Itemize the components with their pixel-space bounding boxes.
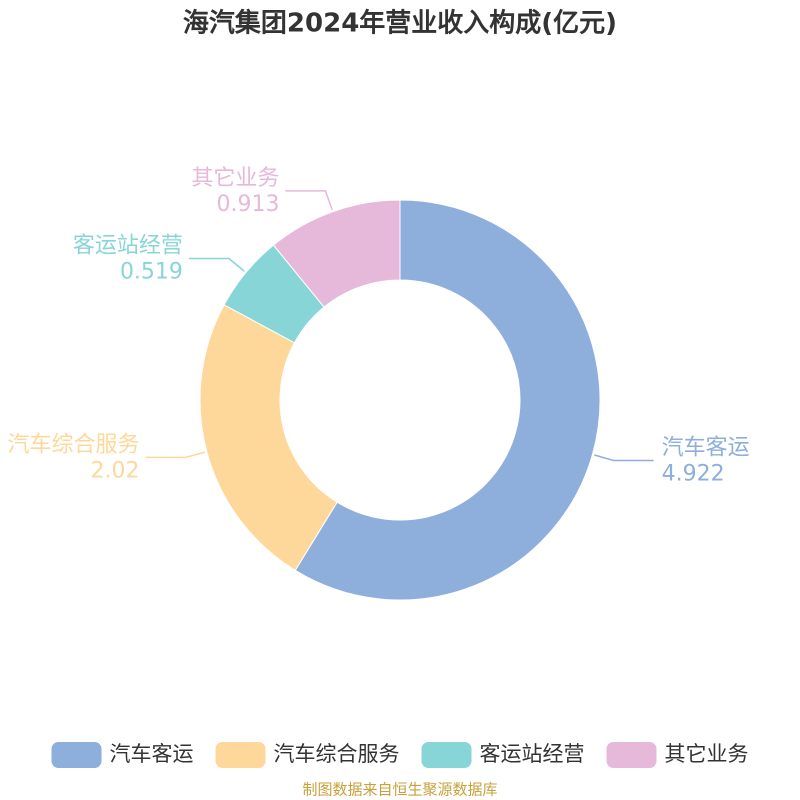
leader-line: [594, 454, 654, 462]
legend-label: 客运站经营: [480, 742, 585, 766]
slice-label: 汽车客运: [662, 435, 750, 460]
slice: [272, 199, 401, 308]
slice-label: 客运站经营: [73, 234, 183, 259]
value-label: 0.519: [120, 260, 183, 285]
value-label: 4.922: [662, 461, 725, 486]
chart-title: 海汽集团2024年营业收入构成(亿元): [183, 8, 617, 39]
slice: [294, 199, 601, 601]
source-note: 制图数据来自恒生聚源数据库: [302, 781, 497, 799]
leader-line: [145, 451, 206, 459]
slice-label: 汽车综合服务: [8, 432, 140, 457]
legend-swatch: [606, 742, 657, 768]
legend-swatch: [215, 742, 266, 768]
legend-label: 其它业务: [665, 742, 749, 766]
slice: [199, 304, 338, 572]
value-label: 0.913: [216, 192, 279, 217]
legend-swatch: [51, 742, 102, 768]
legend-label: 汽车综合服务: [274, 742, 400, 766]
leader-line: [285, 190, 333, 210]
leader-line: [188, 257, 245, 272]
value-label: 2.02: [91, 458, 140, 483]
legend-swatch: [421, 742, 472, 768]
legend-label: 汽车客运: [110, 742, 194, 766]
slice-label: 其它业务: [191, 166, 279, 191]
